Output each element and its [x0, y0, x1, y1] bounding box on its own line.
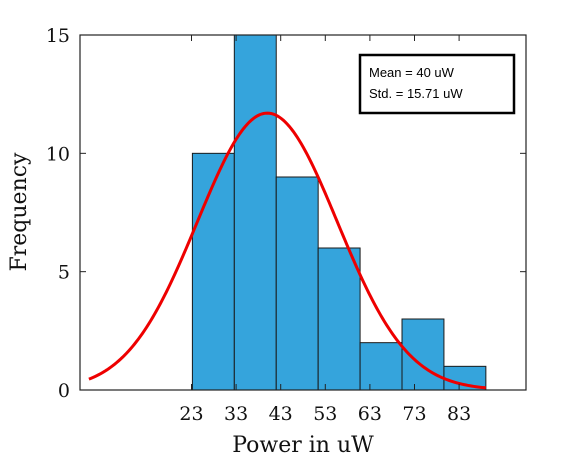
y-axis-label: Frequency	[7, 152, 32, 272]
x-tick-label-83: 83	[447, 403, 471, 425]
histogram-bar-2	[233, 34, 277, 391]
mean-annotation: Mean = 40 uW	[369, 65, 455, 80]
normal-fit-curve	[88, 111, 487, 390]
x-tick-label-63: 63	[358, 403, 382, 425]
std-annotation: Std. = 15.71 uW	[369, 86, 463, 101]
x-tick-label-43: 43	[269, 403, 293, 425]
y-tick-label-0: 0	[58, 380, 70, 402]
y-tick-label-15: 15	[46, 25, 70, 47]
x-axis-label: Power in uW	[232, 433, 374, 458]
x-tick-label-23: 23	[179, 403, 203, 425]
histogram-bar-1	[191, 152, 235, 391]
histogram-bars	[191, 34, 487, 391]
x-tick-label-73: 73	[402, 403, 426, 425]
histogram-bar-6	[401, 318, 445, 391]
histogram-bar-4	[317, 247, 361, 391]
histogram-bar-3	[275, 176, 319, 391]
plot-frame	[79, 34, 527, 391]
stats-annotation-box: Mean = 40 uW Std. = 15.71 uW	[358, 53, 516, 115]
histogram-bar-5	[359, 342, 403, 391]
y-axis-ticks: 0 5 10 15	[46, 25, 526, 402]
y-tick-label-10: 10	[46, 143, 70, 165]
x-tick-label-33: 33	[224, 403, 248, 425]
y-tick-label-5: 5	[58, 262, 70, 284]
x-axis-ticks: 23 33 43 53 63 73 83	[179, 35, 471, 425]
x-tick-label-53: 53	[313, 403, 337, 425]
